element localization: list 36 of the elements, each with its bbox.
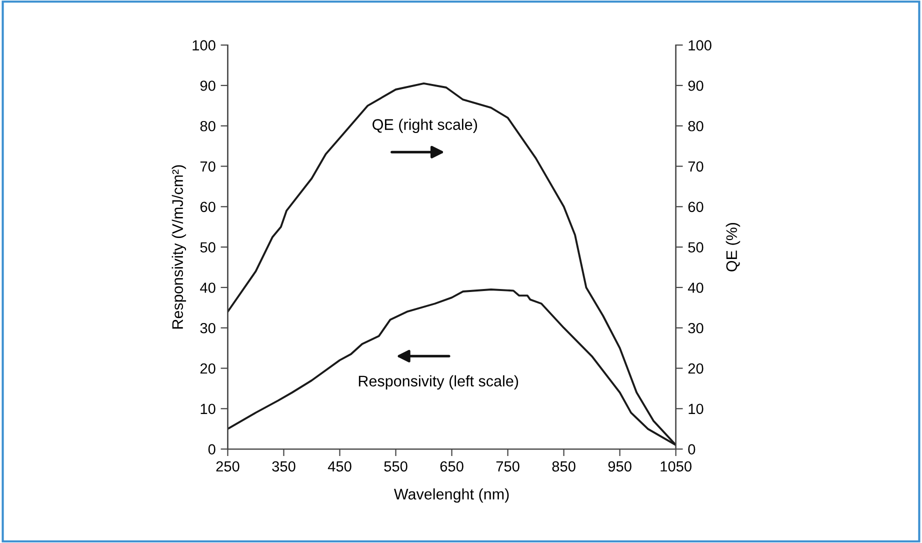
x-tick-label: 350 bbox=[272, 461, 296, 472]
x-tick-label: 1050 bbox=[660, 461, 692, 472]
y-tick-label: 10 bbox=[200, 404, 216, 414]
y2-axis-title: QE (%) bbox=[726, 222, 740, 272]
y2-tick-label: 70 bbox=[688, 161, 704, 172]
y2-tick-label: 10 bbox=[688, 404, 704, 414]
y-tick-label: 20 bbox=[200, 363, 216, 374]
x-axis-title: Wavelenght (nm) bbox=[394, 488, 509, 503]
y2-tick-label: 100 bbox=[688, 40, 712, 50]
x-tick-label: 450 bbox=[328, 461, 352, 472]
y2-tick-label: 40 bbox=[688, 282, 704, 293]
y-axis-title: Responsivity (V/mJ/cm²) bbox=[172, 165, 186, 329]
y-tick-label: 70 bbox=[200, 161, 216, 172]
y-tick-label: 60 bbox=[200, 202, 216, 212]
y-tick-label: 100 bbox=[192, 40, 216, 50]
x-tick-label: 550 bbox=[384, 461, 408, 472]
y2-tick-label: 30 bbox=[688, 322, 704, 334]
annotation: QE (right scale) bbox=[372, 118, 478, 133]
x-tick-label: 250 bbox=[216, 461, 240, 472]
y-tick-label: 40 bbox=[200, 282, 216, 293]
x-tick-label: 650 bbox=[440, 461, 464, 472]
x-tick-label: 750 bbox=[496, 461, 520, 472]
y2-tick-label: 60 bbox=[688, 202, 704, 212]
y-tick-label: 80 bbox=[200, 120, 216, 132]
x-tick-label: 950 bbox=[608, 461, 632, 472]
y-tick-label: 30 bbox=[200, 322, 216, 334]
y-tick-label: 0 bbox=[208, 444, 216, 454]
y2-tick-label: 0 bbox=[688, 444, 696, 454]
y2-tick-label: 20 bbox=[688, 363, 704, 374]
y2-tick-label: 90 bbox=[688, 80, 704, 91]
y2-tick-label: 80 bbox=[688, 120, 704, 132]
y-tick-label: 90 bbox=[200, 80, 216, 91]
annotation: Responsivity (left scale) bbox=[358, 375, 518, 390]
x-tick-label: 850 bbox=[552, 461, 576, 472]
y2-tick-label: 50 bbox=[688, 242, 704, 252]
y-tick-label: 50 bbox=[200, 242, 216, 252]
